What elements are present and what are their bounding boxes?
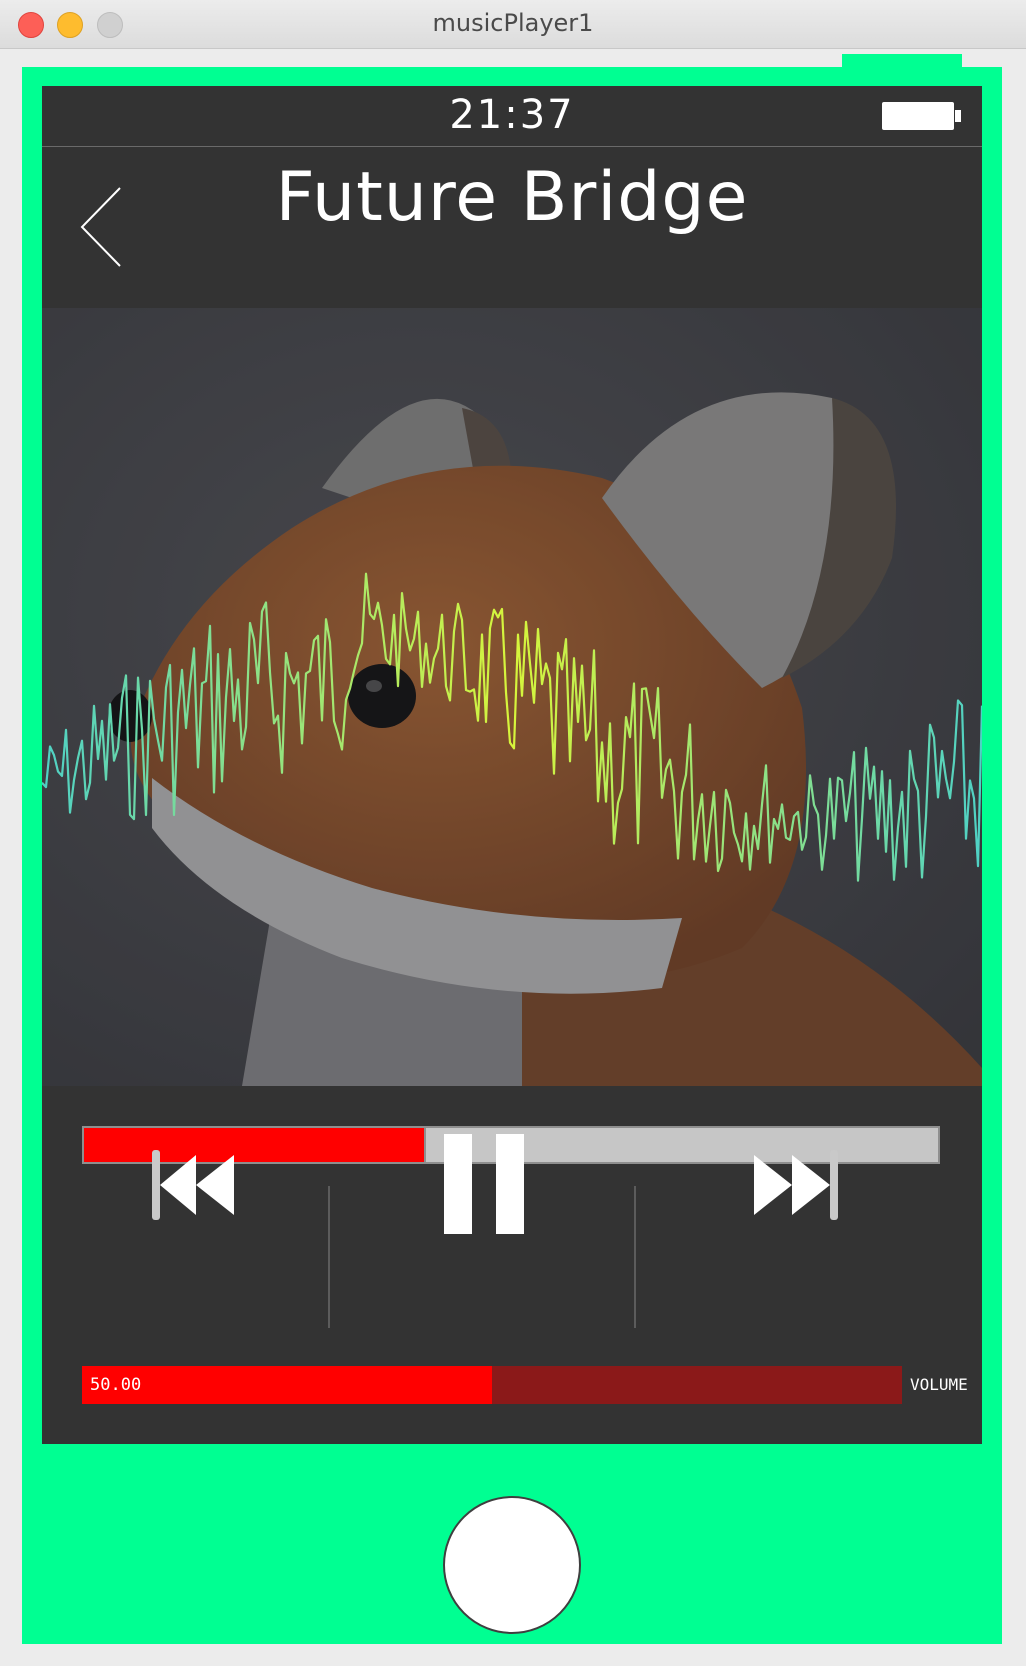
volume-value: 50.00 xyxy=(90,1375,142,1395)
audio-waveform xyxy=(42,572,982,882)
home-button[interactable] xyxy=(443,1496,581,1634)
volume-slider-fill xyxy=(82,1366,492,1404)
window-maximize-button[interactable] xyxy=(97,12,123,38)
skip-next-icon[interactable] xyxy=(754,1150,844,1220)
control-divider xyxy=(634,1186,636,1328)
album-artwork xyxy=(42,308,982,1086)
control-divider xyxy=(328,1186,330,1328)
window-minimize-button[interactable] xyxy=(57,12,83,38)
window-close-button[interactable] xyxy=(18,12,44,38)
playback-progress-fill xyxy=(84,1128,426,1162)
player-screen: 21:37 Future Bridge xyxy=(42,86,982,1444)
window-titlebar: musicPlayer1 xyxy=(0,0,1026,49)
chevron-left-icon[interactable] xyxy=(78,184,128,270)
volume-label: VOLUME xyxy=(910,1375,968,1394)
song-title: Future Bridge xyxy=(275,158,749,237)
pause-icon[interactable] xyxy=(444,1134,526,1234)
skip-previous-icon[interactable] xyxy=(150,1150,240,1220)
battery-full-icon xyxy=(882,102,961,130)
volume-slider[interactable]: 50.00 xyxy=(82,1366,902,1404)
phone-frame-tab xyxy=(842,54,962,68)
fox-plush-image xyxy=(42,308,982,1086)
status-clock: 21:37 xyxy=(449,92,575,138)
window-title: musicPlayer1 xyxy=(432,9,594,37)
status-bar: 21:37 xyxy=(42,86,982,147)
